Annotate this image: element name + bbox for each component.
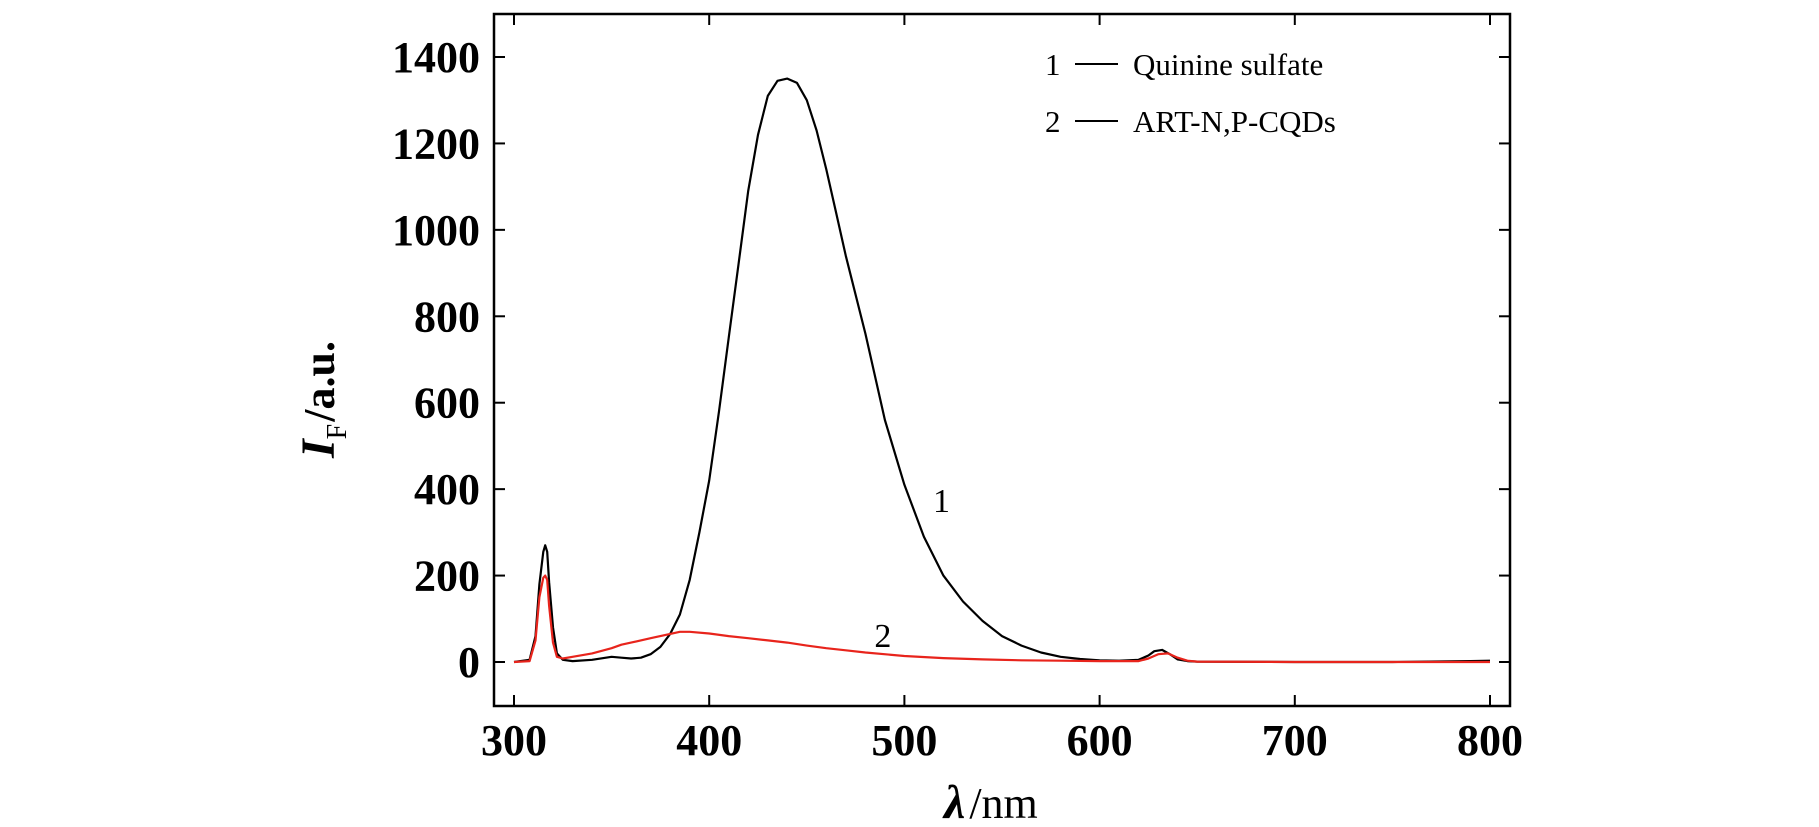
y-axis-label: IF/a.u.	[292, 341, 353, 459]
legend-entry-1-number: 1	[1045, 47, 1061, 82]
legend-entry-2-number: 2	[1045, 104, 1061, 139]
x-axis: 300 400 500 600 700 800	[481, 14, 1523, 765]
y-tick-label: 1400	[392, 33, 480, 82]
series-line-1	[513, 77, 1491, 664]
x-tick-label: 300	[481, 716, 547, 765]
legend-entry-2: 2 ART-N,P-CQDs	[1045, 104, 1336, 139]
y-tick-label: 1000	[392, 206, 480, 255]
curve-label-2: 2	[874, 618, 891, 655]
legend-entry-2-label: ART-N,P-CQDs	[1133, 104, 1336, 139]
y-axis-subscript: F	[322, 424, 353, 440]
y-tick-label: 800	[414, 292, 480, 341]
y-tick-label: 400	[414, 465, 480, 514]
plot-frame	[492, 12, 1512, 708]
legend-entry-1: 1 Quinine sulfate	[1045, 47, 1323, 82]
y-axis-symbol: I	[292, 437, 345, 459]
legend-entry-1-label: Quinine sulfate	[1133, 47, 1323, 82]
x-tick-label: 500	[871, 716, 937, 765]
x-axis-symbol: λ	[942, 776, 965, 827]
x-tick-label: 600	[1067, 716, 1133, 765]
x-axis-unit: /nm	[969, 779, 1037, 827]
series-layer	[513, 77, 1491, 664]
x-tick-label: 700	[1262, 716, 1328, 765]
y-axis-unit: /a.u.	[295, 341, 344, 423]
curve-annotations: 12	[874, 483, 950, 655]
y-axis: 0 200 400 600 800 1000 1200 1400	[392, 33, 1510, 687]
y-tick-label: 600	[414, 379, 480, 428]
curve-label-1: 1	[933, 483, 950, 520]
y-tick-label: 200	[414, 552, 480, 601]
legend: 1 Quinine sulfate 2 ART-N,P-CQDs	[1045, 47, 1336, 139]
series-line-2	[513, 574, 1490, 664]
y-tick-label: 1200	[392, 119, 480, 168]
x-axis-label: λ/nm	[942, 776, 1038, 827]
x-tick-label: 800	[1457, 716, 1523, 765]
y-tick-label: 0	[458, 638, 480, 687]
x-tick-label: 400	[676, 716, 742, 765]
